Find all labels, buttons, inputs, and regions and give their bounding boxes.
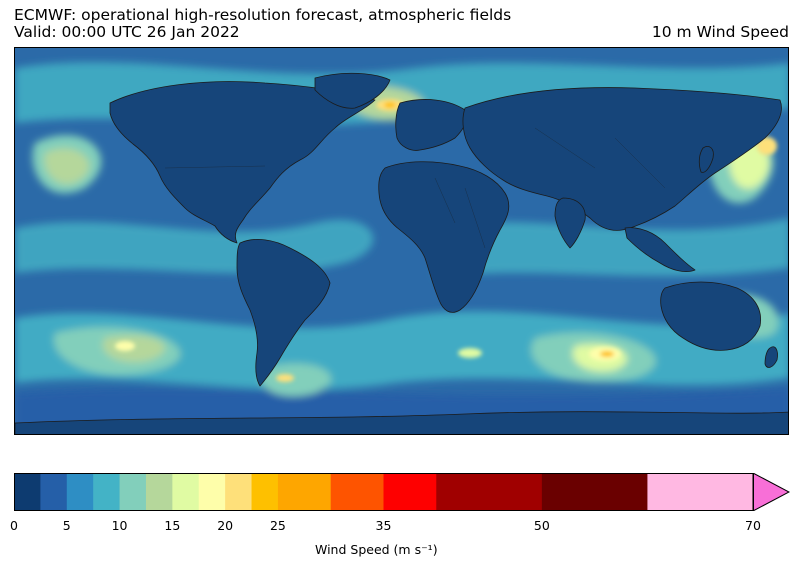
world-wind-map: [14, 47, 789, 435]
colorbar-tick-label-7: 50: [533, 518, 550, 533]
colorbar-tick-label-4: 20: [217, 518, 234, 533]
india: [554, 197, 586, 249]
colorbar-tick-label-0: 0: [10, 518, 18, 533]
title-line-model: ECMWF: operational high-resolution forec…: [14, 6, 512, 24]
colorbar-bin-2: [66, 473, 94, 511]
se-asia: [624, 227, 696, 272]
colorbar-bin-11: [330, 473, 384, 511]
new-zealand: [764, 346, 778, 368]
africa: [378, 161, 510, 313]
colorbar-label: Wind Speed (m s⁻¹): [315, 542, 438, 557]
title-line-valid-time: Valid: 00:00 UTC 26 Jan 2022: [14, 23, 240, 41]
colorbar-bins: [14, 473, 754, 511]
colorbar-bin-4: [119, 473, 147, 511]
colorbar-bin-3: [93, 473, 121, 511]
colorbar-bin-7: [198, 473, 226, 511]
colorbar-bin-15: [647, 473, 754, 511]
wind-maxima-layer: [115, 99, 777, 382]
australia: [660, 281, 762, 351]
colorbar-bin-12: [383, 473, 437, 511]
wind-field-svg: [15, 48, 788, 434]
colorbar: [14, 473, 790, 511]
field-title: 10 m Wind Speed: [651, 23, 789, 41]
colorbar-tick-label-8: 70: [745, 518, 761, 533]
asia: [462, 87, 782, 231]
colorbar-bin-10: [277, 473, 332, 511]
colorbar-outline: [14, 473, 754, 511]
colorbar-tick-label-1: 5: [62, 518, 71, 533]
europe: [395, 99, 468, 151]
japan: [698, 146, 714, 173]
south-america: [236, 238, 331, 387]
greenland: [314, 72, 391, 109]
colorbar-bin-6: [172, 473, 200, 511]
colorbar-tick-label-6: 35: [375, 518, 392, 533]
colorbar-bin-8: [225, 473, 253, 511]
colorbar-bin-1: [40, 473, 68, 511]
colorbar-extend-max-triangle: [752, 473, 790, 511]
colorbar-tick-label-5: 25: [269, 518, 286, 533]
colorbar-bin-14: [541, 473, 648, 511]
colorbar-bin-13: [436, 473, 543, 511]
antarctica-edge: [15, 411, 788, 434]
colorbar-tick-label-2: 10: [111, 518, 128, 533]
land-masses: [15, 72, 788, 434]
colorbar-bin-0: [14, 473, 41, 511]
map-title: ECMWF: operational high-resolution forec…: [14, 7, 511, 41]
colorbar-tick-label-3: 15: [164, 518, 181, 533]
country-borders: [164, 127, 666, 249]
colorbar-bin-5: [145, 473, 173, 511]
colorbar-bin-9: [251, 473, 279, 511]
